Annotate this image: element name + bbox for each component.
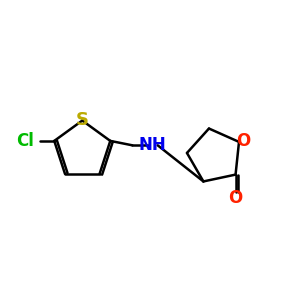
Text: Cl: Cl <box>16 132 34 150</box>
Text: O: O <box>236 132 250 150</box>
Text: S: S <box>76 111 89 129</box>
Text: O: O <box>228 189 243 207</box>
Text: NH: NH <box>139 136 166 154</box>
